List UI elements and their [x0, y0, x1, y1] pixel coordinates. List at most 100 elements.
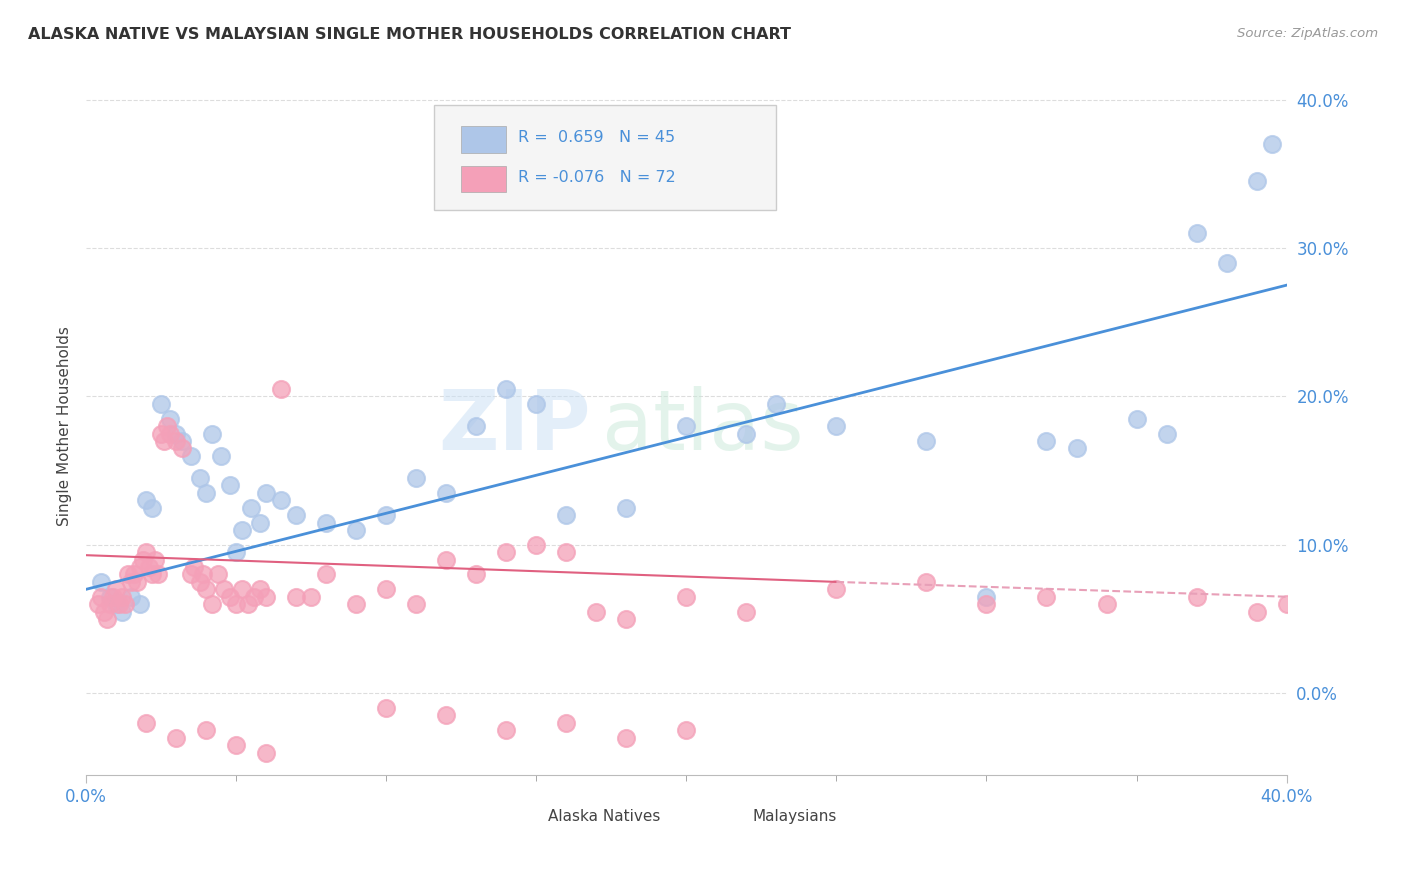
Point	[675, 723, 697, 738]
Point	[180, 567, 202, 582]
Point	[495, 723, 517, 738]
Point	[915, 434, 938, 448]
Point	[1185, 226, 1208, 240]
Point	[434, 486, 457, 500]
Point	[183, 560, 205, 574]
Point	[285, 508, 308, 522]
Point	[285, 590, 308, 604]
Point	[465, 419, 488, 434]
Point	[111, 590, 134, 604]
Point	[405, 471, 427, 485]
Point	[1035, 434, 1057, 448]
Point	[270, 382, 292, 396]
Point	[299, 590, 322, 604]
Point	[405, 597, 427, 611]
Point	[735, 605, 758, 619]
Text: R =  0.659   N = 45: R = 0.659 N = 45	[519, 130, 675, 145]
Point	[231, 523, 253, 537]
Point	[555, 508, 578, 522]
Point	[188, 471, 211, 485]
Point	[249, 516, 271, 530]
Text: ALASKA NATIVE VS MALAYSIAN SINGLE MOTHER HOUSEHOLDS CORRELATION CHART: ALASKA NATIVE VS MALAYSIAN SINGLE MOTHER…	[28, 27, 792, 42]
Point	[129, 597, 152, 611]
Point	[150, 426, 173, 441]
Point	[270, 493, 292, 508]
Point	[156, 419, 179, 434]
Point	[165, 731, 187, 745]
Point	[90, 574, 112, 589]
Point	[1066, 442, 1088, 456]
Point	[976, 590, 998, 604]
Point	[138, 560, 160, 574]
Point	[195, 486, 218, 500]
Point	[1125, 411, 1147, 425]
Point	[195, 582, 218, 597]
Point	[1095, 597, 1118, 611]
Point	[114, 597, 136, 611]
Bar	[461, 166, 506, 193]
Point	[434, 708, 457, 723]
Point	[219, 590, 242, 604]
Point	[240, 500, 263, 515]
Point	[236, 597, 259, 611]
Point	[98, 597, 121, 611]
Point	[165, 426, 187, 441]
Point	[915, 574, 938, 589]
Point	[122, 567, 145, 582]
Point	[735, 426, 758, 441]
Point	[495, 545, 517, 559]
Point	[143, 552, 166, 566]
Bar	[461, 127, 506, 153]
Point	[1215, 256, 1237, 270]
Point	[465, 567, 488, 582]
Point	[434, 552, 457, 566]
Point	[825, 419, 848, 434]
Point	[614, 731, 637, 745]
Point	[254, 746, 277, 760]
Point	[150, 397, 173, 411]
Point	[141, 500, 163, 515]
Point	[105, 597, 128, 611]
Point	[101, 590, 124, 604]
Point	[1185, 590, 1208, 604]
FancyBboxPatch shape	[434, 105, 776, 210]
Point	[127, 574, 149, 589]
Point	[108, 597, 131, 611]
Y-axis label: Single Mother Households: Single Mother Households	[58, 326, 72, 526]
Point	[225, 597, 247, 611]
Text: Malaysians: Malaysians	[752, 809, 837, 824]
Point	[315, 516, 337, 530]
Point	[675, 590, 697, 604]
Point	[555, 715, 578, 730]
Point	[1275, 597, 1298, 611]
Point	[225, 545, 247, 559]
Point	[180, 449, 202, 463]
Point	[129, 560, 152, 574]
Point	[212, 582, 235, 597]
Point	[375, 508, 398, 522]
Bar	[710, 806, 741, 827]
Point	[120, 574, 142, 589]
Point	[141, 567, 163, 582]
Point	[614, 500, 637, 515]
Point	[191, 567, 214, 582]
Point	[495, 382, 517, 396]
Text: ZIP: ZIP	[437, 385, 591, 467]
Point	[135, 545, 157, 559]
Point	[219, 478, 242, 492]
Point	[585, 605, 607, 619]
Point	[243, 590, 266, 604]
Bar	[506, 806, 536, 827]
Text: Alaska Natives: Alaska Natives	[548, 809, 661, 824]
Point	[344, 523, 367, 537]
Point	[146, 567, 169, 582]
Point	[159, 426, 181, 441]
Point	[93, 605, 115, 619]
Text: Source: ZipAtlas.com: Source: ZipAtlas.com	[1237, 27, 1378, 40]
Point	[120, 590, 142, 604]
Point	[231, 582, 253, 597]
Point	[135, 715, 157, 730]
Point	[1156, 426, 1178, 441]
Point	[207, 567, 229, 582]
Point	[172, 442, 194, 456]
